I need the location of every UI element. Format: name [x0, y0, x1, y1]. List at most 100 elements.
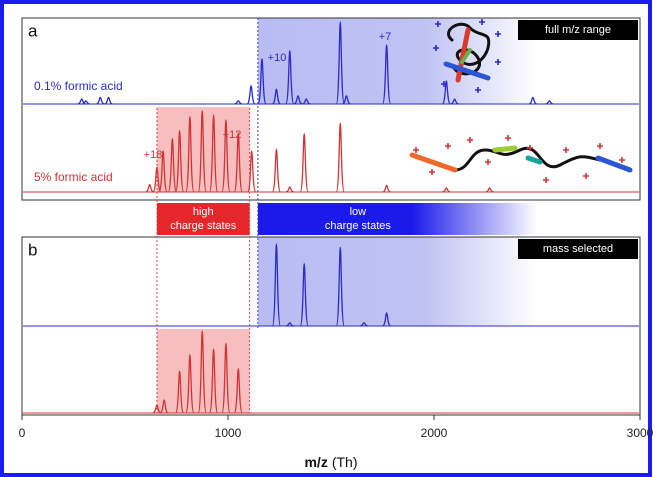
- peak: [299, 263, 309, 327]
- panel-tag: mass selected: [543, 243, 613, 255]
- charge-annotation: +18: [144, 149, 163, 161]
- plus-sign: [479, 19, 485, 25]
- panel-frame: [21, 17, 641, 201]
- peak: [174, 129, 185, 193]
- peak: [234, 100, 243, 105]
- peak: [342, 95, 351, 105]
- peak: [485, 187, 494, 193]
- peak: [272, 88, 281, 105]
- band-label: high: [193, 206, 214, 218]
- peak: [299, 133, 309, 193]
- charge-annotation: +7: [379, 31, 392, 43]
- plus-sign: [433, 45, 439, 51]
- peak: [335, 21, 345, 105]
- panel-label: b: [28, 240, 37, 259]
- plus-sign: [413, 147, 419, 153]
- charge-band: [156, 203, 250, 235]
- peak: [145, 183, 154, 193]
- peak: [450, 98, 459, 105]
- plus-sign: [429, 169, 435, 175]
- peak: [81, 100, 90, 105]
- plus-sign: [527, 145, 533, 151]
- plus-sign: [495, 59, 501, 65]
- highlight-region: [257, 237, 537, 326]
- charge-markers: [413, 19, 625, 183]
- x-axis-title: m/z (Th): [304, 454, 357, 470]
- panel-frame: [21, 236, 641, 416]
- folded-protein-icon: [443, 22, 491, 83]
- peak: [285, 322, 294, 327]
- peak: [257, 58, 267, 105]
- highlight-region: [257, 18, 537, 104]
- peak: [185, 115, 195, 193]
- peak: [158, 150, 168, 193]
- peak: [293, 95, 303, 105]
- x-tick-label: 1000: [215, 426, 242, 440]
- peak: [528, 96, 538, 105]
- plus-sign: [583, 173, 589, 179]
- peak: [152, 166, 162, 193]
- backgrounds: [156, 18, 537, 413]
- peak: [382, 312, 391, 327]
- peak: [246, 85, 256, 105]
- plus-sign: [485, 159, 491, 165]
- plus-sign: [467, 137, 473, 143]
- peak: [285, 186, 294, 193]
- peak: [381, 44, 392, 105]
- peak: [302, 98, 311, 105]
- peak: [335, 122, 345, 193]
- plus-sign: [619, 157, 625, 163]
- peak: [545, 100, 554, 105]
- plus-sign: [435, 21, 441, 27]
- plus-sign: [543, 177, 549, 183]
- peak: [167, 138, 178, 193]
- charge-annotation: +12: [223, 129, 242, 141]
- peak: [208, 348, 219, 414]
- plus-sign: [441, 81, 447, 87]
- peak: [441, 80, 452, 105]
- plot: a full m/z range 0.1% formic acid 5% formic…: [19, 17, 654, 470]
- x-axis-title-unit: (Th): [332, 454, 358, 470]
- peak: [96, 96, 105, 105]
- plus-sign: [445, 143, 451, 149]
- band-label: low: [350, 206, 367, 218]
- peak: [382, 184, 391, 193]
- peak: [271, 148, 282, 193]
- plus-sign: [505, 135, 511, 141]
- peak: [221, 342, 231, 414]
- plus-sign: [597, 143, 603, 149]
- band-label: charge states: [325, 220, 392, 232]
- plus-sign: [563, 147, 569, 153]
- peak: [197, 110, 207, 193]
- peak: [359, 322, 369, 327]
- tag-box: [518, 239, 638, 259]
- peak: [271, 243, 282, 327]
- tag-box: [518, 20, 638, 40]
- series-label: 0.1% formic acid: [34, 79, 123, 93]
- peak: [285, 50, 295, 105]
- peak: [174, 370, 185, 414]
- x-axis-title-main: m/z: [304, 454, 327, 470]
- series-label: 5% formic acid: [34, 170, 113, 184]
- peak: [335, 246, 345, 327]
- peak: [221, 119, 231, 193]
- band-label: charge states: [170, 220, 237, 232]
- unfolded-protein-icon: [409, 145, 633, 173]
- peak: [159, 399, 169, 414]
- peak: [233, 132, 243, 193]
- plus-sign: [495, 31, 501, 37]
- x-tick-label: 2000: [421, 426, 448, 440]
- x-tick-label: 0: [19, 426, 26, 440]
- peak: [442, 187, 451, 193]
- charge-annotation: +10: [268, 52, 287, 64]
- peak: [104, 96, 113, 105]
- peak: [185, 354, 195, 414]
- panel-label: a: [28, 21, 38, 40]
- peak: [208, 114, 219, 193]
- peak: [233, 368, 243, 414]
- x-tick-label: 3000: [627, 426, 654, 440]
- peak: [197, 330, 207, 414]
- charge-band: [257, 203, 537, 235]
